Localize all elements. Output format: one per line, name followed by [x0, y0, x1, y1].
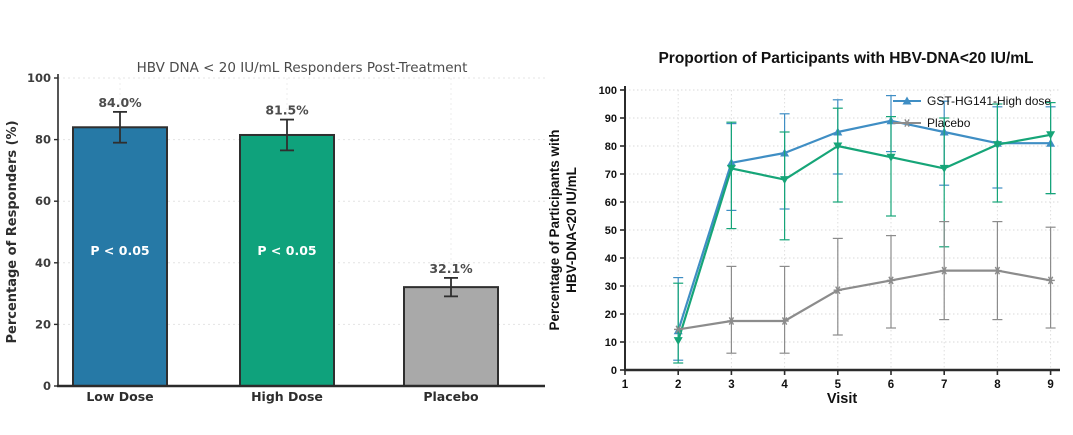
error-bar	[113, 110, 127, 144]
y-tick-label: 80	[35, 133, 51, 147]
x-tick-label: 5	[835, 379, 842, 391]
y-tick-label: 100	[599, 85, 617, 97]
bar-group-low-dose: 84.0% P < 0.05 Low Dose	[72, 95, 168, 404]
legend-entry-placebo: Placebo	[893, 116, 971, 130]
y-tick-label: 0	[43, 379, 51, 393]
y-tick-label: 60	[35, 194, 51, 208]
x-tick-label: 9	[1047, 379, 1053, 391]
error-bar	[280, 118, 294, 152]
y-tick-label: 10	[605, 337, 617, 349]
y-tick-label: 90	[605, 113, 617, 125]
y-tick-label: 40	[605, 253, 617, 265]
x-tick-label: 4	[781, 379, 788, 391]
legend: GST-HG141-High dose Placebo	[893, 94, 1051, 130]
x-tick-label: 6	[888, 379, 894, 391]
x-tick-label: 8	[994, 379, 1001, 391]
bar-value-label: 32.1%	[429, 261, 473, 276]
y-tick-label: 0	[611, 365, 617, 377]
x-axis-label: Visit	[827, 391, 858, 407]
bar-low-dose	[72, 126, 168, 387]
y-tick-label: 40	[35, 256, 51, 270]
y-tick-label: 80	[605, 141, 617, 153]
y-axis-label-line2: HBV-DNA<20 IU/mL	[564, 167, 579, 293]
y-tick-label: 60	[605, 197, 617, 209]
x-tick-label: 1	[622, 379, 629, 391]
x-category-label: High Dose	[251, 389, 323, 404]
legend-label: Placebo	[927, 116, 971, 130]
bar-placebo	[403, 286, 499, 387]
bar-chart: 84.0% P < 0.05 Low Dose 81.5% P < 0.05 High D…	[0, 40, 560, 435]
p-value-label: P < 0.05	[90, 243, 149, 258]
line-axes: 0 10 20 30 40 50 60 70 80 90 100 1 2 3 4 5 6 7 8 9	[599, 85, 1060, 391]
x-category-label: Low Dose	[86, 389, 153, 404]
bar-y-axis-label: Percentage of Responders (%)	[5, 120, 20, 343]
bar-group-high-dose: 81.5% P < 0.05 High Dose	[239, 103, 335, 404]
bar-axes: 0 20 40 60 80 100	[27, 71, 545, 393]
x-category-label: Placebo	[423, 389, 479, 404]
bar-chart-svg: 84.0% P < 0.05 Low Dose 81.5% P < 0.05 High D…	[5, 60, 545, 404]
line-chart: 0 10 20 30 40 50 60 70 80 90 100 1 2 3 4 5 6 7 8 9 Proportio…	[545, 40, 1073, 435]
bar-chart-title: HBV DNA < 20 IU/mL Responders Post-Treat…	[137, 60, 468, 76]
series-unlabeled	[673, 101, 1056, 364]
bar-value-label: 84.0%	[98, 95, 142, 110]
y-axis-label-line1: Percentage of Participants with	[547, 129, 562, 330]
series-placebo	[674, 221, 1056, 354]
line-chart-svg: 0 10 20 30 40 50 60 70 80 90 100 1 2 3 4 5 6 7 8 9 Proportio…	[547, 50, 1060, 407]
line-chart-title: Proportion of Participants with HBV-DNA<…	[658, 50, 1033, 67]
y-tick-label: 50	[605, 225, 617, 237]
bar-value-label: 81.5%	[265, 103, 309, 118]
x-tick-label: 7	[941, 379, 947, 391]
p-value-label: P < 0.05	[257, 243, 316, 258]
error-bar	[444, 276, 458, 298]
legend-label: GST-HG141-High dose	[927, 94, 1051, 108]
y-tick-label: 20	[605, 309, 617, 321]
y-tick-label: 100	[27, 71, 51, 85]
bar-group-placebo: 32.1% Placebo	[403, 261, 499, 404]
y-tick-label: 30	[605, 281, 617, 293]
x-tick-label: 2	[675, 379, 681, 391]
x-tick-label: 3	[728, 379, 734, 391]
legend-entry-gst-hg141-high-dose: GST-HG141-High dose	[893, 94, 1051, 108]
y-tick-label: 20	[35, 317, 51, 331]
bar-high-dose	[239, 133, 335, 388]
y-tick-label: 70	[605, 169, 617, 181]
